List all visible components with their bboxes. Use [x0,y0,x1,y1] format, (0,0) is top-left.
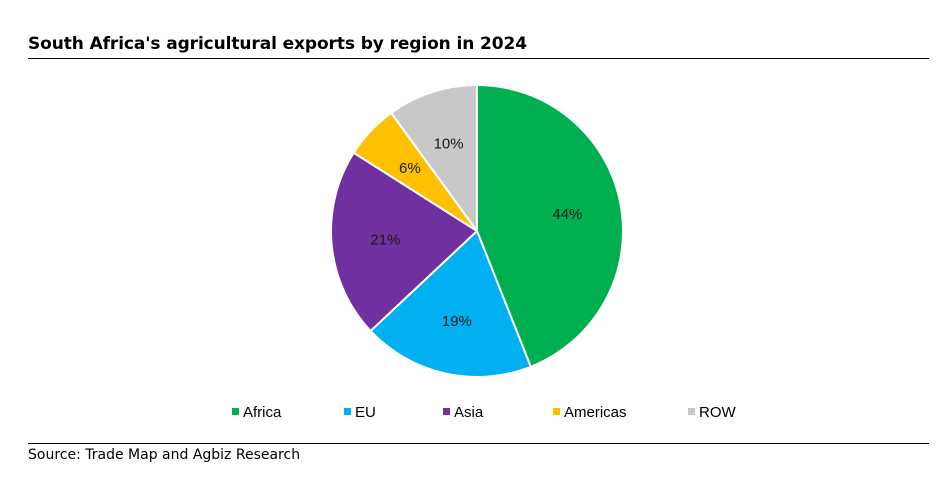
legend-item-africa: Africa [232,404,282,421]
data-label-americas: 6% [399,160,421,177]
legend: Africa EU Asia Americas ROW [232,404,737,421]
legend-swatch-africa [232,408,239,415]
pie-slice-asia [330,151,478,332]
legend-label-asia: Asia [454,404,484,421]
legend-item-americas: Americas [553,404,627,421]
pie-slice-eu [369,230,532,378]
footer-divider [28,443,929,444]
legend-label-americas: Americas [564,404,627,421]
legend-item-asia: Asia [443,404,484,421]
source-note: Source: Trade Map and Agbiz Research [28,447,301,463]
data-label-row: 10% [434,136,464,153]
legend-label-africa: Africa [243,404,282,421]
pie-slice-labels: 44% 19% 21% 6% 10% [370,136,582,330]
data-label-asia: 21% [370,232,400,249]
legend-label-eu: EU [355,404,376,421]
legend-swatch-asia [443,408,450,415]
chart-title: South Africa's agricultural exports by r… [28,34,527,54]
legend-swatch-eu [344,408,351,415]
legend-item-eu: EU [344,404,376,421]
data-label-africa: 44% [552,206,582,223]
pie-slice-africa [476,84,624,368]
data-label-eu: 19% [442,313,472,330]
pie-slices [330,84,624,378]
legend-swatch-row [688,408,695,415]
legend-label-row: ROW [699,404,737,421]
legend-swatch-americas [553,408,560,415]
legend-item-row: ROW [688,404,737,421]
pie-slice-row [390,84,478,232]
title-divider [28,58,929,59]
